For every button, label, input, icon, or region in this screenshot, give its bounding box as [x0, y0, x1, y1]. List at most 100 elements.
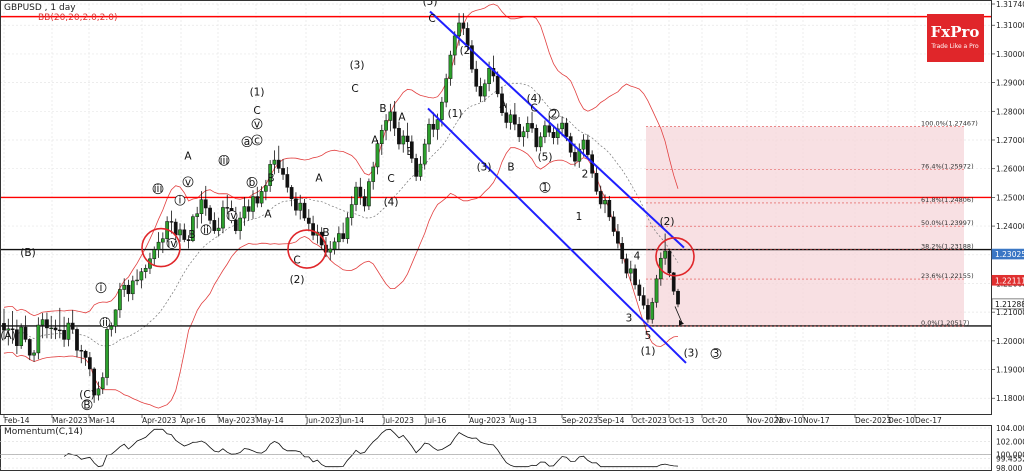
candle-bull [268, 164, 273, 186]
target-zone [646, 126, 964, 327]
x-tick-label: Sep-14 [598, 416, 625, 425]
price-tag-label: 1.23025 [995, 250, 1024, 259]
candle-bull [379, 129, 384, 144]
candle-bear [573, 152, 577, 162]
candle-bull [427, 123, 431, 145]
candle-bull [332, 241, 337, 250]
wave-label: 5 [645, 330, 652, 342]
wave-label: 1 [576, 211, 583, 223]
momentum-tick-label: 99.4552 [996, 454, 1024, 463]
candle-bear [616, 231, 620, 244]
candle-bear [513, 114, 517, 125]
candle-bear [358, 186, 363, 197]
candle-bear [637, 284, 642, 296]
fib-label: 23.6%(1.22155) [921, 272, 974, 280]
candle-bull [49, 327, 54, 329]
projection-line [674, 306, 683, 323]
candle-bear [409, 141, 414, 159]
wave-label: v [185, 176, 191, 188]
candle-bull [375, 143, 380, 168]
candle-bear [70, 322, 75, 330]
wave-label: A [315, 172, 323, 184]
wave-circle [251, 134, 263, 146]
candles [2, 13, 680, 403]
candle-bull [221, 207, 225, 229]
x-tick-label: Aug-13 [510, 416, 537, 425]
candle-bear [289, 187, 294, 200]
candle-bear [341, 233, 345, 239]
candle-bull [384, 120, 388, 131]
bollinger-label: BB(20,20,2.0,2.0) [38, 13, 117, 23]
candle-bear [246, 206, 251, 212]
candle-bull [487, 68, 491, 85]
wave-label: (2) [660, 216, 675, 228]
wave-label: 2 [551, 109, 558, 121]
fib-label: 50.0%(1.23997) [921, 219, 974, 227]
candle-bull [452, 35, 457, 56]
candle-bear [233, 219, 238, 231]
candle-bull [178, 229, 182, 236]
wave-label: (4) [384, 196, 399, 208]
candle-bull [448, 54, 453, 79]
y-tick-label: 1.20000 [996, 337, 1024, 346]
wave-label: (3) [477, 161, 492, 173]
candle-bull [118, 289, 122, 311]
candle-bull [435, 119, 440, 130]
candle-bear [585, 139, 590, 155]
candle-bear [667, 250, 672, 274]
candle-bear [79, 350, 84, 352]
wave-label: C [293, 254, 300, 266]
candle-bear [646, 305, 650, 320]
candle-bear [495, 75, 500, 95]
candle-bull [354, 186, 358, 205]
wave-label: (1) [250, 87, 265, 99]
candle-bear [203, 199, 208, 209]
wave-label: C [530, 103, 537, 115]
wave-circle [548, 108, 560, 120]
candle-bear [10, 328, 15, 330]
candle-bear [255, 196, 260, 204]
candle-bear [517, 123, 522, 138]
wave-label: (5) [538, 152, 553, 164]
wave-circle [246, 177, 258, 188]
wave-label: C [351, 83, 358, 95]
candle-bear [431, 123, 436, 130]
candle-bull [105, 329, 109, 378]
wave-label: 1 [542, 182, 549, 194]
wave-label: b [249, 177, 256, 189]
fib-label: 61.8%(1.24806) [921, 196, 974, 204]
candle-bull [100, 377, 105, 390]
candle-bull [135, 279, 139, 282]
wave-label: ii [203, 224, 209, 236]
candle-bear [547, 125, 552, 133]
candle-bear [169, 221, 174, 223]
candle-bull [349, 204, 354, 219]
wave-label: a [244, 136, 250, 148]
wave-label: B [507, 161, 514, 173]
candle-bear [461, 22, 466, 29]
candle-bull [401, 135, 406, 145]
descending-channel [427, 10, 687, 364]
candle-bear [676, 290, 680, 305]
candle-bear [611, 216, 616, 232]
candle-bull [66, 322, 71, 340]
x-tick-label: Mar-2023 [52, 416, 88, 425]
x-tick-label: Oct-2023 [632, 416, 667, 425]
x-tick-label: Dec-2023 [855, 416, 892, 425]
candle-bull [96, 388, 101, 396]
candle-bear [276, 159, 281, 169]
bollinger-lower [3, 147, 679, 409]
candle-bear [633, 268, 637, 286]
candle-bull [238, 217, 242, 231]
candle-bear [534, 127, 539, 148]
wave-label: (1) [448, 108, 463, 120]
candle-bear [594, 173, 599, 192]
y-tick-label: 1.19000 [996, 366, 1024, 375]
wave-circle [539, 181, 551, 193]
candle-bear [285, 174, 290, 188]
highlight-circles [141, 227, 695, 277]
candle-bull [251, 196, 255, 212]
candle-bear [92, 368, 97, 396]
